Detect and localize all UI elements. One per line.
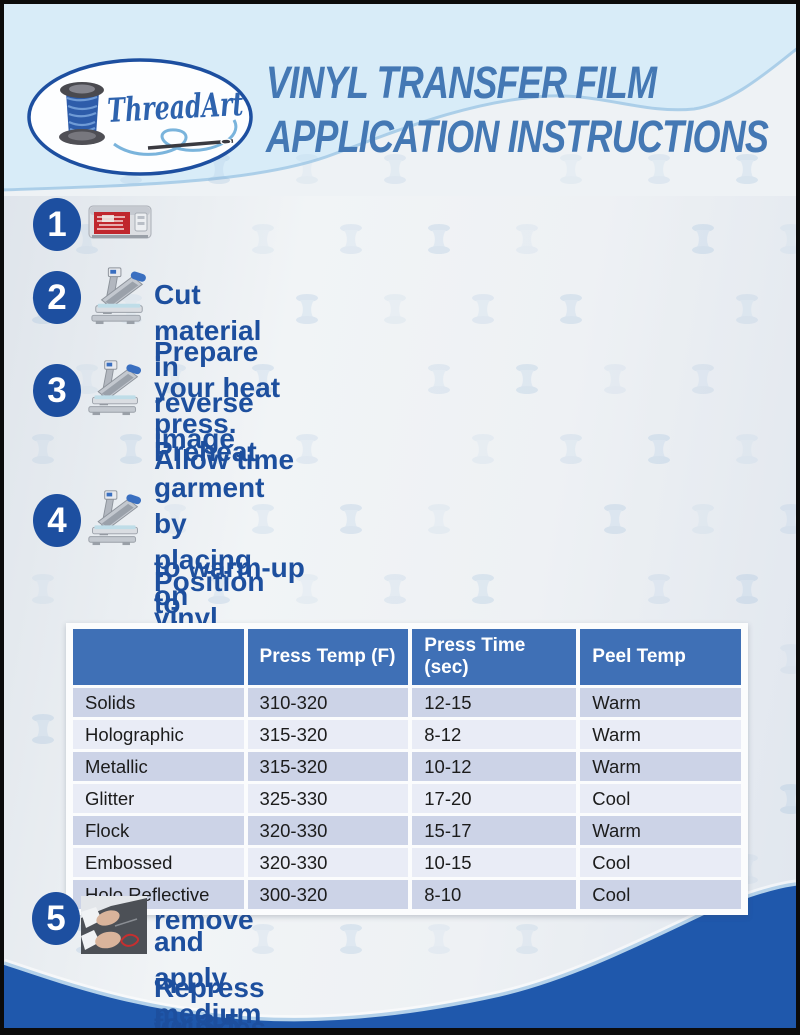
cell-material: Holographic bbox=[73, 720, 244, 749]
column-header-peel-temp: Peel Temp bbox=[580, 629, 741, 685]
cell-press-temp: 325-330 bbox=[247, 784, 409, 813]
table-header-row: Press Temp (F) Press Time (sec) Peel Tem… bbox=[73, 629, 741, 685]
step-number-badge: 1 bbox=[33, 198, 81, 251]
page-title-line1: VINYL TRANSFER FILM bbox=[266, 57, 657, 108]
table-row: Metallic 315-320 10-12 Warm bbox=[73, 752, 741, 781]
cell-press-temp: 315-320 bbox=[247, 752, 409, 781]
table-row: Glitter 325-330 17-20 Cool bbox=[73, 784, 741, 813]
step-number-badge: 2 bbox=[33, 271, 81, 324]
cell-peel-temp: Cool bbox=[580, 880, 741, 909]
step-number-badge: 4 bbox=[33, 494, 81, 547]
column-header-press-time: Press Time (sec) bbox=[412, 629, 577, 685]
table-row: Holographic 315-320 8-12 Warm bbox=[73, 720, 741, 749]
heat-press-image bbox=[84, 358, 146, 421]
step-text: Cut material in reverse image bbox=[154, 279, 270, 454]
table-row: Holo Reflective 300-320 8-10 Cool bbox=[73, 880, 741, 909]
cell-peel-temp: Warm bbox=[580, 816, 741, 845]
step-number-badge: 3 bbox=[33, 364, 81, 417]
cell-material: Metallic bbox=[73, 752, 244, 781]
cell-material: Flock bbox=[73, 816, 244, 845]
cell-press-time: 8-10 bbox=[412, 880, 577, 909]
cell-press-temp: 320-330 bbox=[247, 816, 409, 845]
vinyl-cutter-image bbox=[88, 203, 152, 248]
cell-press-time: 12-15 bbox=[412, 688, 577, 717]
cell-press-temp: 310-320 bbox=[247, 688, 409, 717]
page-title: VINYL TRANSFER FILM APPLICATION INSTRUCT… bbox=[266, 56, 769, 164]
table-row: Flock 320-330 15-17 Warm bbox=[73, 816, 741, 845]
cell-peel-temp: Cool bbox=[580, 784, 741, 813]
page-title-line2: APPLICATION INSTRUCTIONS bbox=[266, 111, 769, 162]
press-settings-table: Press Temp (F) Press Time (sec) Peel Tem… bbox=[66, 623, 748, 915]
cell-material: Solids bbox=[73, 688, 244, 717]
heat-press-image bbox=[88, 265, 150, 330]
brand-logo: ThreadArt bbox=[26, 56, 256, 178]
repress-hands-image bbox=[81, 896, 147, 959]
cell-material: Glitter bbox=[73, 784, 244, 813]
cell-peel-temp: Warm bbox=[580, 720, 741, 749]
needle-and-thread-icon bbox=[113, 119, 238, 156]
cell-press-time: 15-17 bbox=[412, 816, 577, 845]
cell-peel-temp: Cool bbox=[580, 848, 741, 877]
cell-peel-temp: Warm bbox=[580, 752, 741, 781]
cell-press-temp: 300-320 bbox=[247, 880, 409, 909]
cell-press-time: 17-20 bbox=[412, 784, 577, 813]
cell-press-temp: 315-320 bbox=[247, 720, 409, 749]
table-row: Embossed 320-330 10-15 Cool bbox=[73, 848, 741, 877]
table-row: Solids 310-320 12-15 Warm bbox=[73, 688, 741, 717]
cell-press-time: 10-15 bbox=[412, 848, 577, 877]
cell-peel-temp: Warm bbox=[580, 688, 741, 717]
thread-spool-icon bbox=[59, 82, 105, 145]
step-number-badge: 5 bbox=[32, 892, 80, 945]
cell-press-time: 10-12 bbox=[412, 752, 577, 781]
cell-press-temp: 320-330 bbox=[247, 848, 409, 877]
brand-name: ThreadArt bbox=[106, 84, 244, 130]
cell-material: Embossed bbox=[73, 848, 244, 877]
cell-press-time: 8-12 bbox=[412, 720, 577, 749]
step-text: Repress for 3-5 seconds with teflon shee… bbox=[154, 972, 265, 1035]
column-header-material bbox=[73, 629, 244, 685]
column-header-press-temp: Press Temp (F) bbox=[247, 629, 409, 685]
heat-press-image bbox=[84, 488, 146, 551]
